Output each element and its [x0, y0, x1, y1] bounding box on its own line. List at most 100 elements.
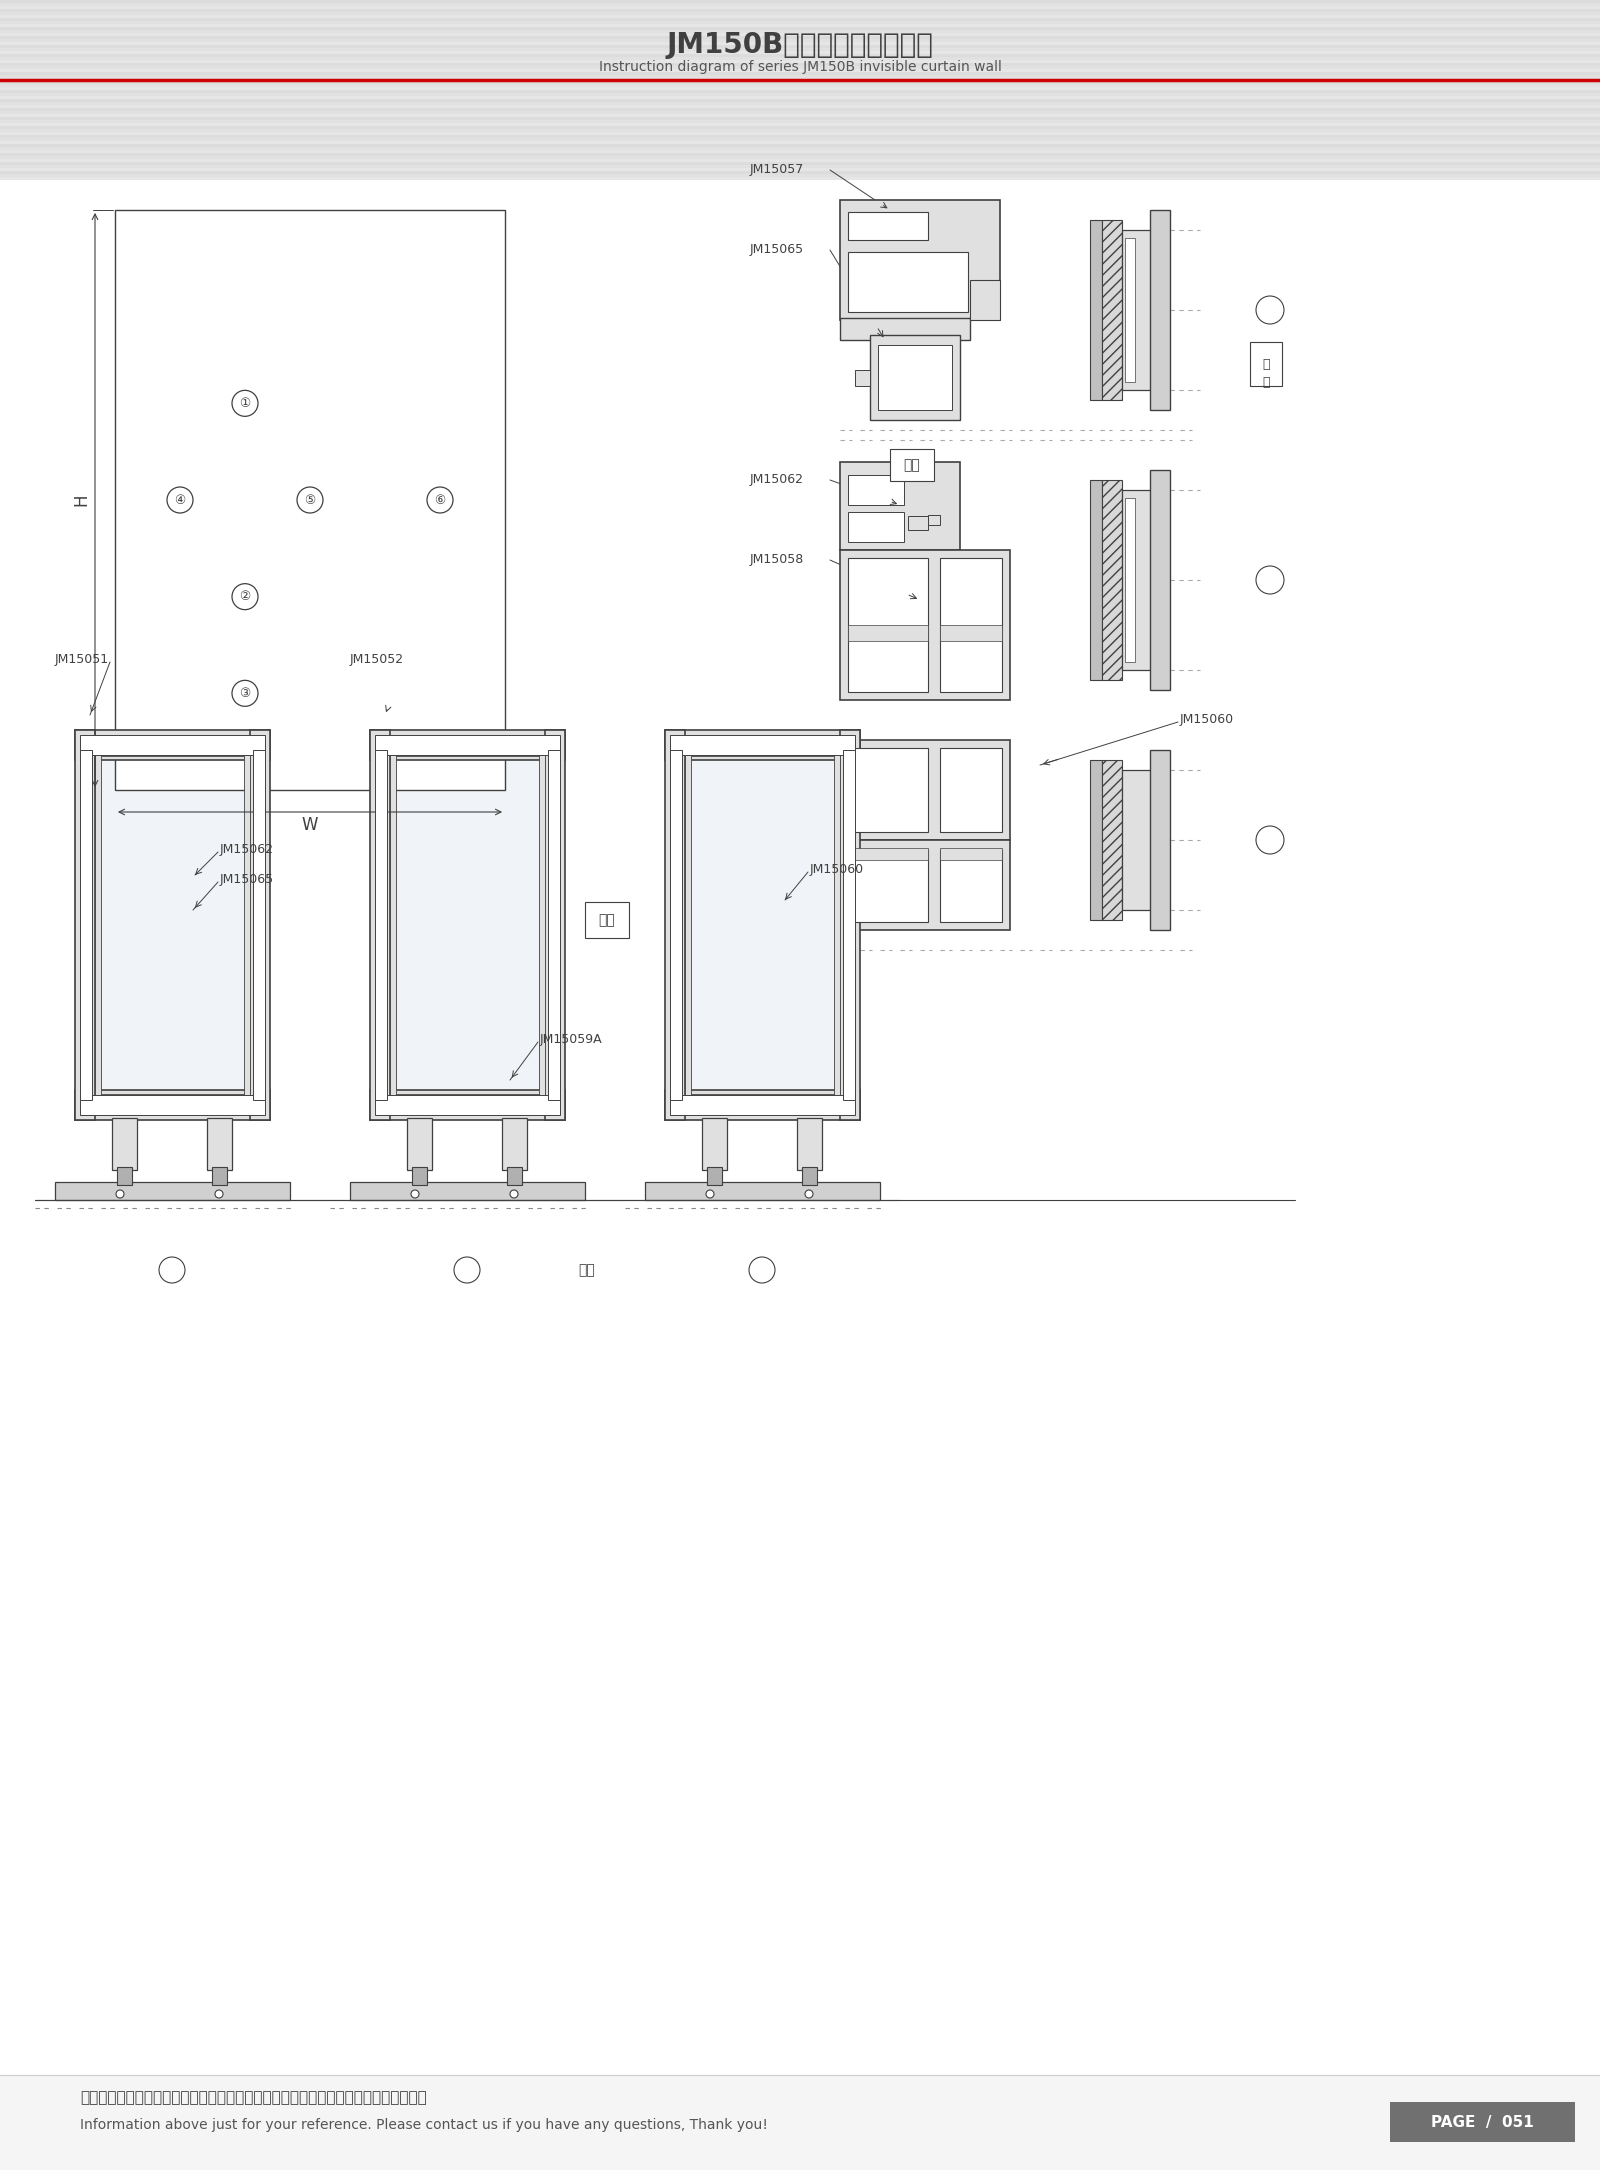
Bar	[0, 2075, 1600, 2170]
Text: 室内: 室内	[598, 914, 616, 927]
Bar	[1102, 219, 1122, 399]
Bar	[685, 751, 840, 755]
Circle shape	[749, 1256, 774, 1282]
Bar	[0, 76, 1600, 78]
Bar	[0, 119, 1600, 124]
Bar	[0, 171, 1600, 174]
Bar	[0, 158, 1600, 163]
Bar	[0, 150, 1600, 154]
Bar	[0, 33, 1600, 37]
Bar	[0, 37, 1600, 39]
Bar	[840, 740, 1010, 840]
Bar	[0, 117, 1600, 119]
Bar	[834, 751, 840, 1100]
Bar	[250, 729, 270, 1120]
Bar	[970, 280, 1000, 319]
Text: ③: ③	[1264, 833, 1277, 846]
Bar	[0, 24, 1600, 26]
Bar	[1150, 751, 1170, 931]
Bar	[115, 210, 506, 790]
Bar	[390, 751, 397, 1100]
Bar	[0, 102, 1600, 104]
Text: 室内: 室内	[904, 458, 920, 473]
Bar	[0, 80, 1600, 85]
Bar	[0, 24, 1600, 28]
Bar	[0, 0, 1600, 80]
Bar	[0, 48, 1600, 52]
Bar	[0, 54, 1600, 56]
Bar	[370, 729, 565, 759]
Circle shape	[706, 1189, 714, 1198]
Bar	[0, 72, 1600, 76]
Text: 室外: 室外	[579, 1263, 595, 1276]
Circle shape	[158, 1256, 186, 1282]
Bar	[840, 840, 1010, 931]
Bar	[0, 30, 1600, 33]
Bar	[0, 46, 1600, 48]
Bar	[909, 516, 928, 529]
Text: ⑤: ⑤	[304, 493, 315, 506]
Text: JM15065: JM15065	[750, 243, 805, 256]
Circle shape	[1256, 827, 1283, 855]
Bar	[666, 1089, 861, 1120]
Bar	[1102, 760, 1122, 920]
Bar	[253, 751, 266, 1100]
Bar	[1150, 210, 1170, 410]
Circle shape	[411, 1189, 419, 1198]
Bar	[840, 200, 1210, 421]
Bar	[848, 475, 904, 506]
Text: ⑤: ⑤	[461, 1263, 474, 1276]
Bar	[94, 1094, 250, 1100]
Bar	[0, 174, 1600, 178]
Bar	[350, 1183, 586, 1200]
Circle shape	[232, 584, 258, 610]
Circle shape	[214, 1189, 222, 1198]
Bar	[0, 78, 1600, 80]
Bar	[928, 514, 941, 525]
Bar	[211, 1167, 227, 1185]
Text: ⑥: ⑥	[755, 1263, 768, 1276]
Text: 图中所示型材截面、装配、编号、尺寸及重量仅供参考。如有疑问，请向本公司查询。: 图中所示型材截面、装配、编号、尺寸及重量仅供参考。如有疑问，请向本公司查询。	[80, 2090, 427, 2105]
Bar	[0, 115, 1600, 117]
Bar	[802, 1167, 818, 1185]
Bar	[854, 371, 870, 386]
Bar	[840, 549, 1010, 701]
Bar	[0, 67, 1600, 72]
Bar	[0, 33, 1600, 37]
Bar	[0, 95, 1600, 100]
Text: JM15058: JM15058	[750, 553, 805, 566]
Bar	[0, 43, 1600, 48]
Bar	[0, 9, 1600, 13]
Bar	[848, 252, 968, 312]
Bar	[0, 108, 1600, 111]
Bar	[840, 319, 970, 341]
Bar	[0, 104, 1600, 108]
Bar	[0, 61, 1600, 63]
Text: JM15057: JM15057	[750, 163, 805, 176]
Bar	[0, 0, 1600, 2]
Bar	[848, 749, 928, 831]
Bar	[586, 903, 629, 937]
Bar	[1125, 239, 1134, 382]
Bar	[1122, 770, 1152, 909]
Bar	[0, 154, 1600, 156]
Bar	[666, 729, 861, 759]
Bar	[75, 729, 94, 1120]
Bar	[702, 1118, 726, 1170]
Bar	[1390, 2103, 1574, 2142]
Bar	[0, 124, 1600, 126]
Bar	[94, 751, 250, 755]
Bar	[370, 729, 390, 1120]
Bar	[848, 848, 928, 859]
Bar	[0, 28, 1600, 33]
Bar	[670, 751, 682, 1100]
Bar	[0, 128, 1600, 132]
Bar	[0, 132, 1600, 135]
Bar	[0, 65, 1600, 69]
Bar	[0, 148, 1600, 150]
Text: JM15060: JM15060	[810, 864, 864, 877]
Bar	[0, 87, 1600, 89]
Text: JM15065: JM15065	[221, 875, 274, 888]
Bar	[0, 89, 1600, 93]
Bar	[0, 52, 1600, 54]
